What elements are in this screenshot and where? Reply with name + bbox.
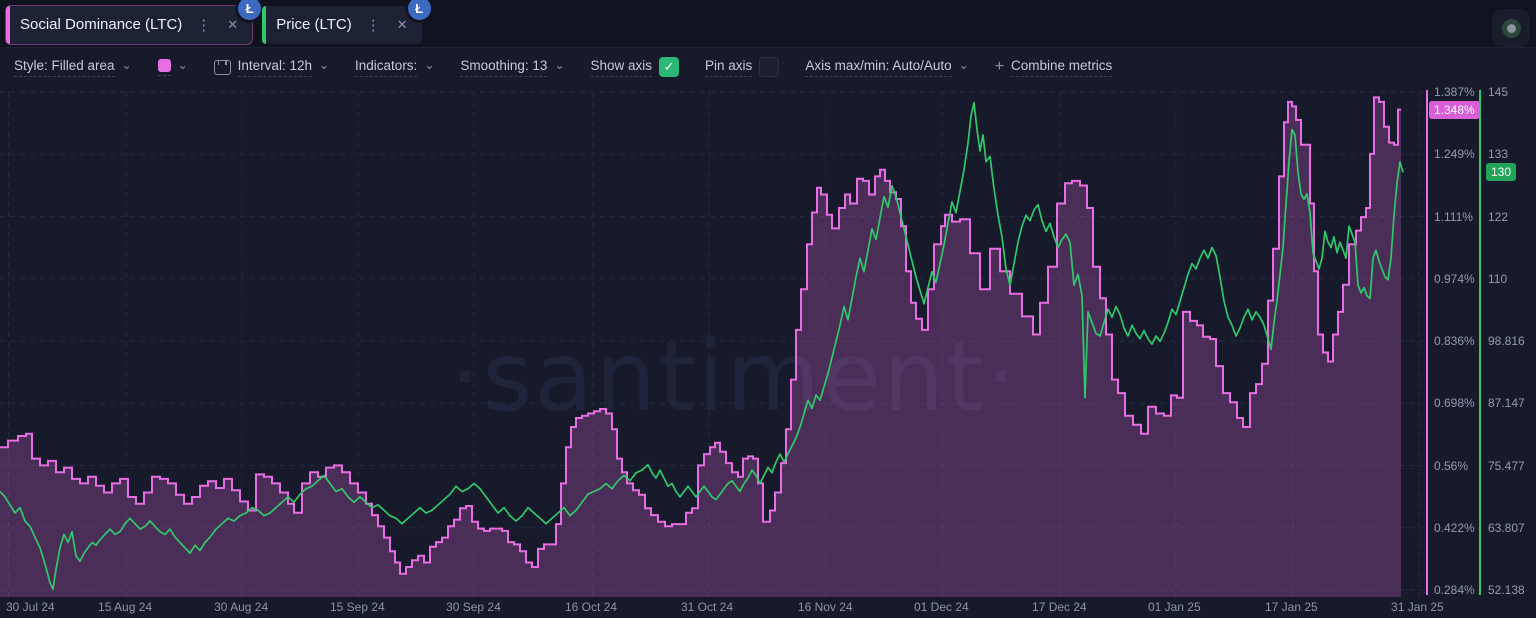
x-axis-tick-label: 15 Aug 24 [98, 600, 153, 614]
kebab-menu-icon[interactable]: ⋮ [365, 16, 381, 34]
litecoin-badge-icon: Ł [238, 0, 262, 20]
kebab-menu-icon[interactable]: ⋮ [196, 16, 212, 34]
percent-axis-tick-label: 0.836% [1434, 334, 1475, 348]
price-value-badge: 130 [1486, 163, 1517, 182]
tab-accent-bar [262, 5, 267, 44]
chevron-down-icon: ⌄ [318, 58, 330, 72]
record-dot-icon [1501, 18, 1521, 38]
x-axis-tick-label: 16 Nov 24 [797, 600, 853, 614]
x-axis-tick-label: 30 Sep 24 [446, 600, 501, 614]
price-axis-tick-label: 145 [1488, 85, 1509, 99]
price-axis-tick-label: 122 [1488, 209, 1509, 224]
combine-metrics-button[interactable]: + Combine metrics [994, 57, 1113, 77]
price-axis-tick-label: 110 [1488, 271, 1508, 286]
close-icon[interactable]: ✕ [227, 16, 239, 32]
chart-area[interactable]: ·santiment· 1.387% 1.249% 1.111% 0.974% 0.83… [0, 85, 1536, 618]
percent-axis-tick-label: 1.387% [1434, 85, 1475, 99]
color-swatch [157, 58, 171, 72]
price-axis-tick-label: 75.477 [1488, 458, 1525, 473]
x-axis-tick-label: 17 Dec 24 [1032, 600, 1087, 614]
x-axis-tick-label: 30 Jul 24 [6, 600, 55, 614]
litecoin-badge-icon: Ł [407, 0, 431, 20]
x-axis-tick-label: 01 Dec 24 [913, 600, 969, 614]
pin-axis-toggle[interactable]: Pin axis [705, 57, 780, 77]
show-axis-toggle[interactable]: Show axis ✓ [590, 57, 680, 77]
x-axis-tick-label: 15 Sep 24 [329, 600, 385, 614]
percent-axis-tick-label: 0.56% [1434, 458, 1469, 473]
pin-axis-checkbox[interactable] [759, 57, 780, 77]
chevron-down-icon: ⌄ [958, 58, 969, 72]
recorder-button[interactable] [1492, 9, 1530, 47]
indicators-selector[interactable]: Indicators: ⌄ [355, 58, 434, 77]
plus-icon: + [994, 58, 1005, 75]
style-selector[interactable]: Style: Filled area ⌄ [14, 58, 132, 77]
santiment-watermark: ·santiment· [449, 321, 1018, 433]
chevron-down-icon: ⌄ [121, 58, 132, 72]
price-axis-tick-label: 63.807 [1488, 520, 1525, 535]
percent-axis-tick-label: 0.698% [1434, 396, 1475, 411]
tab-accent-bar [6, 5, 10, 44]
chevron-down-icon: ⌄ [554, 58, 565, 72]
series-color-picker[interactable]: ⌄ [157, 58, 188, 76]
x-axis-tick-label: 31 Jan 25 [1391, 600, 1444, 614]
price-line [0, 101, 1404, 590]
price-axis-tick-label: 133 [1488, 147, 1509, 162]
social-dominance-value-badge: 1.348% [1429, 100, 1480, 119]
price-axis-tick-label: 87.147 [1488, 396, 1525, 411]
chevron-down-icon: ⌄ [424, 58, 435, 72]
social-dominance-line [0, 96, 1401, 575]
tab-price[interactable]: Price (LTC) ⋮ ✕ Ł [262, 0, 431, 44]
percent-axis-tick-label: 0.284% [1434, 583, 1475, 597]
percent-axis-tick-label: 0.974% [1434, 271, 1475, 286]
price-axis-tick-label: 98.816 [1488, 334, 1525, 348]
close-icon[interactable]: ✕ [396, 16, 408, 32]
percent-axis-tick-label: 0.422% [1434, 520, 1475, 535]
chart-plot[interactable] [0, 86, 1424, 597]
interval-selector[interactable]: Interval: 12h ⌄ [213, 58, 330, 77]
chevron-down-icon: ⌄ [177, 58, 188, 72]
percent-axis-tick-label: 1.249% [1434, 147, 1475, 162]
x-axis-tick-label: 01 Jan 25 [1147, 600, 1201, 614]
x-axis-tick-label: 16 Oct 24 [564, 600, 617, 614]
social-dominance-area [0, 97, 1401, 597]
price-axis-line[interactable] [1479, 90, 1481, 595]
price-axis-tick-label: 52.138 [1488, 583, 1525, 597]
interval-icon [213, 59, 231, 75]
tab-social-dominance[interactable]: Social Dominance (LTC) ⋮ ✕ Ł [4, 0, 262, 45]
tab-bar: Social Dominance (LTC) ⋮ ✕ Ł Price (LTC)… [0, 0, 1536, 48]
show-axis-checkbox[interactable]: ✓ [659, 57, 680, 77]
x-axis-tick-label: 17 Jan 25 [1264, 600, 1318, 614]
tab-title: Price (LTC) [276, 16, 352, 33]
tab-title: Social Dominance (LTC) [20, 16, 183, 33]
x-axis-tick-label: 31 Oct 24 [681, 600, 734, 614]
percent-axis-line[interactable] [1426, 90, 1428, 595]
chart-toolbar: Style: Filled area ⌄ ⌄ Interval: 12h ⌄ I… [0, 48, 1536, 86]
x-axis-tick-label: 30 Aug 24 [214, 600, 269, 614]
smoothing-selector[interactable]: Smoothing: 13 ⌄ [460, 58, 565, 77]
percent-axis-tick-label: 1.111% [1434, 209, 1473, 224]
axis-maxmin-selector[interactable]: Axis max/min: Auto/Auto ⌄ [805, 58, 969, 77]
